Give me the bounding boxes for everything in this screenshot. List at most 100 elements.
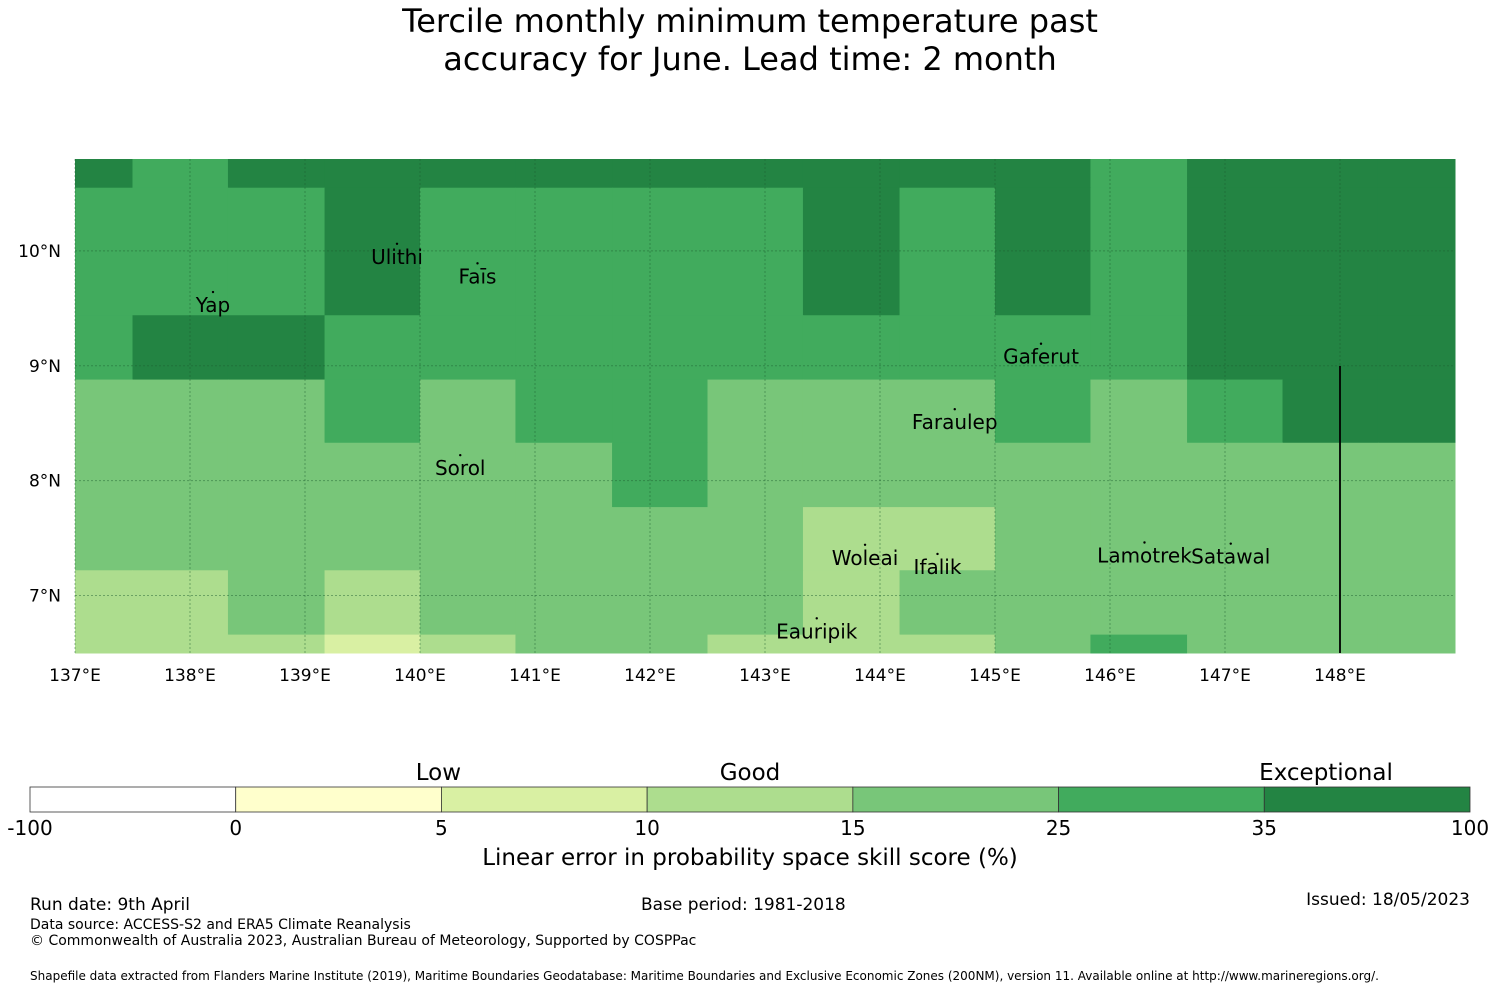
grid-cell: [1090, 187, 1188, 252]
grid-cell: [75, 442, 133, 508]
grid-cell: [995, 250, 1091, 316]
grid-cell: [75, 507, 133, 571]
grid-cell: [899, 315, 996, 381]
place-label: Sorol: [435, 456, 486, 480]
grid-cell: [1377, 159, 1456, 189]
place-label: Faīs: [459, 264, 497, 288]
grid-cell: [324, 507, 421, 571]
grid-cell: [1377, 315, 1456, 381]
graticule: [74, 159, 1455, 653]
colorbar-swatch: [1058, 786, 1265, 813]
grid-cell: [1377, 187, 1456, 252]
skill-grid: [75, 159, 1456, 654]
map-axes: 137°E 138°E 139°E 140°E 141°E 142°E 143°E 144°E…: [18, 242, 1366, 686]
grid-cell: [1282, 570, 1379, 636]
grid-cell: [1282, 159, 1379, 189]
grid-cell: [1187, 187, 1283, 252]
grid-cell: [132, 634, 229, 654]
island-marker: [815, 617, 818, 620]
lon-tick-label: 138°E: [164, 666, 216, 686]
grid-cell: [132, 159, 229, 189]
grid-cell: [1090, 315, 1188, 381]
lat-tick-label: 10°N: [18, 242, 61, 262]
grid-cell: [227, 187, 326, 252]
grid-cell: [802, 250, 901, 316]
grid-cell: [1377, 250, 1456, 316]
grid-cell: [227, 634, 326, 654]
grid-cell: [324, 379, 421, 444]
lon-tick-label: 144°E: [854, 666, 906, 686]
grid-cell: [1090, 634, 1188, 654]
grid-cell: [995, 315, 1091, 381]
grid-cell: [707, 187, 804, 252]
grid-cell: [707, 315, 804, 381]
grid-cell: [515, 507, 613, 571]
grid-cell: [420, 159, 516, 189]
grid-cell: [1282, 442, 1379, 508]
grid-cell: [420, 507, 516, 571]
grid-cell: [132, 507, 229, 571]
grid-cell: [227, 250, 326, 316]
grid-cell: [515, 442, 613, 508]
place-label: Ulithi: [371, 245, 423, 269]
grid-cell: [995, 570, 1091, 636]
island-marker: [936, 552, 939, 556]
place-label: Gaferut: [1003, 345, 1079, 369]
grid-cell: [132, 250, 229, 316]
grid-cell: [515, 159, 613, 189]
grid-cell: [132, 570, 229, 636]
grid-cell: [75, 187, 133, 252]
map-title-line-2: accuracy for June. Lead time: 2 month: [443, 40, 1057, 78]
grid-cell: [899, 634, 996, 654]
grid-cell: [995, 187, 1091, 252]
grid-cell: [802, 507, 901, 571]
grid-cell: [227, 507, 326, 571]
grid-cell: [1377, 634, 1456, 654]
island-marker: [1229, 542, 1232, 545]
grid-cell: [515, 634, 613, 654]
grid-cell: [1282, 634, 1379, 654]
grid-cell: [707, 250, 804, 316]
grid-cell: [420, 634, 516, 654]
grid-cell: [802, 315, 901, 381]
grid-cell: [1187, 570, 1283, 636]
grid-cell: [515, 570, 613, 636]
grid-cell: [707, 442, 804, 508]
grid-cell: [802, 187, 901, 252]
lon-tick-label: 137°E: [49, 666, 101, 686]
grid-cell: [1377, 442, 1456, 508]
grid-cell: [420, 379, 516, 444]
grid-cell: [324, 570, 421, 636]
grid-cell: [75, 634, 133, 654]
data-source: Data source: ACCESS-S2 and ERA5 Climate …: [30, 917, 411, 933]
grid-cell: [802, 442, 901, 508]
lon-tick-label: 142°E: [624, 666, 676, 686]
grid-cell: [802, 159, 901, 189]
colorbar-swatch: [441, 786, 648, 813]
place-label: Eauripik: [776, 619, 858, 643]
grid-cell: [1187, 379, 1283, 444]
island-marker: [1143, 541, 1146, 544]
grid-cell: [802, 634, 901, 654]
lat-tick-label: 8°N: [29, 472, 61, 492]
grid-cell: [515, 315, 613, 381]
grid-cell: [227, 315, 326, 381]
lon-tick-label: 143°E: [739, 666, 791, 686]
island-marker: [1039, 342, 1043, 345]
grid-cell: [420, 187, 516, 252]
base-period: Base period: 1981-2018: [641, 895, 846, 915]
lon-tick-label: 140°E: [394, 666, 446, 686]
grid-cell: [995, 442, 1091, 508]
place-label: Lamotrek: [1097, 543, 1192, 567]
grid-cell: [612, 507, 708, 571]
island-marker: [953, 408, 956, 411]
grid-cell: [995, 159, 1091, 189]
lon-tick-label: 141°E: [509, 666, 561, 686]
map-title: Tercile monthly minimum temperature past…: [0, 2, 1500, 78]
grid-cell: [1282, 315, 1379, 381]
grid-cell: [899, 187, 996, 252]
grid-cell: [1090, 570, 1188, 636]
grid-cell: [324, 634, 421, 654]
grid-cell: [612, 379, 708, 444]
